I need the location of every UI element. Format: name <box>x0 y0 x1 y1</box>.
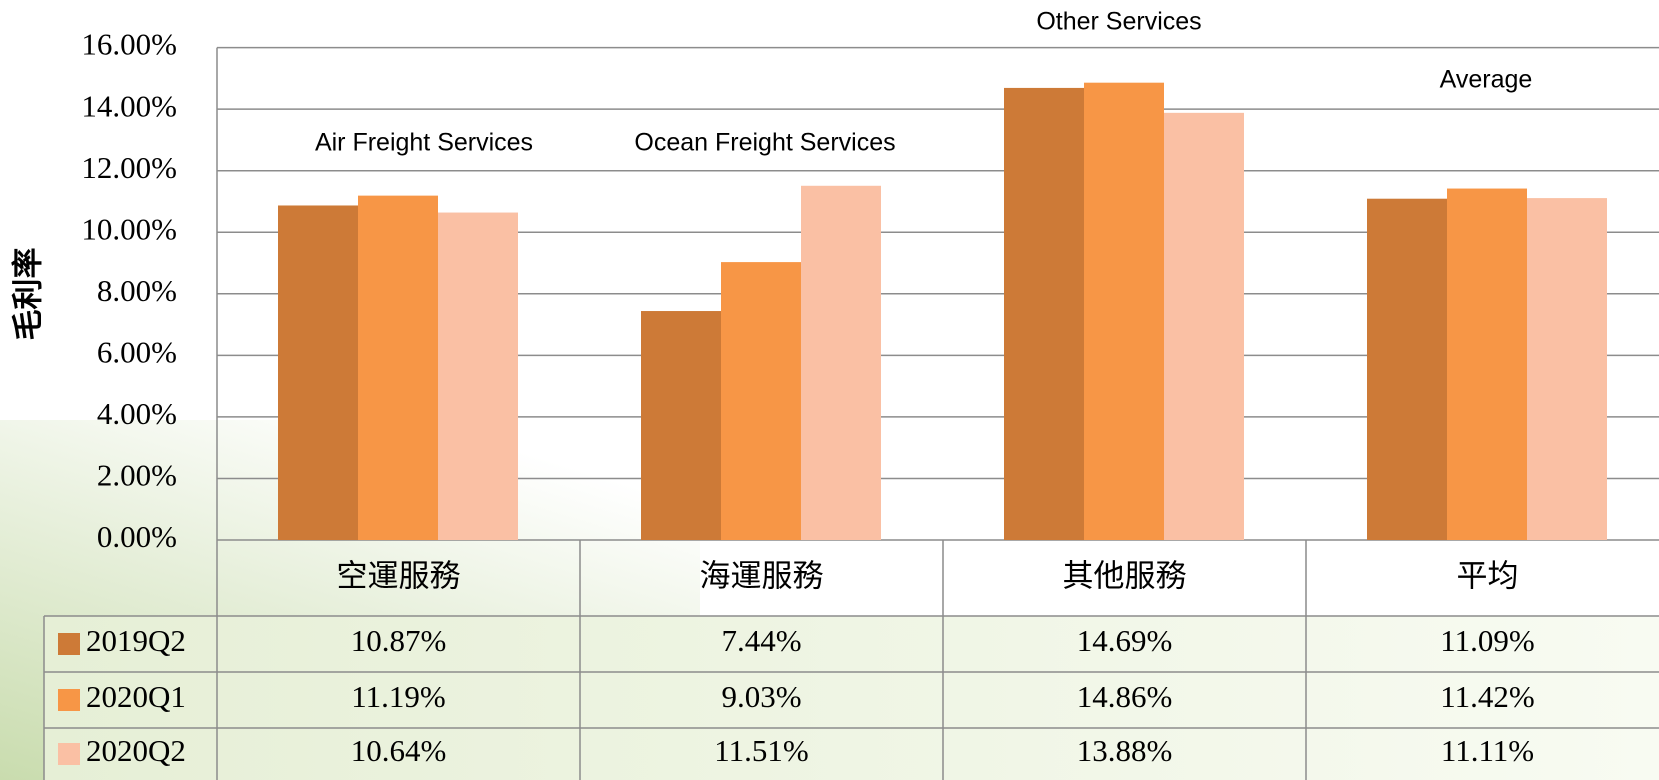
bar <box>1084 82 1164 540</box>
table-value: 7.44% <box>721 623 801 658</box>
bar <box>438 212 518 540</box>
table-row <box>44 672 1659 728</box>
y-tick-label: 14.00% <box>81 88 177 123</box>
legend-swatch <box>58 689 80 711</box>
legend-swatch <box>58 633 80 655</box>
y-tick-label: 2.00% <box>97 458 177 493</box>
table-value: 11.51% <box>714 733 808 768</box>
annotation: Ocean Freight Services <box>634 129 895 157</box>
table-row <box>44 728 1659 780</box>
x-tick-label: 其他服務 <box>1063 559 1187 595</box>
table-value: 10.64% <box>351 733 447 768</box>
legend-swatch <box>58 743 80 765</box>
table-value: 9.03% <box>721 679 801 714</box>
legend-label: 2020Q1 <box>86 679 186 714</box>
table-value: 10.87% <box>351 623 447 658</box>
bar <box>641 311 721 540</box>
bar <box>1367 198 1447 540</box>
bar <box>1004 87 1084 540</box>
bar <box>1527 198 1607 540</box>
table-row <box>44 616 1659 672</box>
bar <box>801 185 881 540</box>
table-value: 11.42% <box>1440 679 1534 714</box>
annotation: Average <box>1440 66 1533 94</box>
table-value: 13.88% <box>1077 733 1173 768</box>
y-tick-label: 8.00% <box>97 273 177 308</box>
annotation: Other Services <box>1036 8 1201 36</box>
bar <box>278 205 358 540</box>
table-value: 14.69% <box>1077 623 1173 658</box>
y-tick-label: 16.00% <box>81 27 177 62</box>
table-value: 11.19% <box>351 679 445 714</box>
y-tick-label: 6.00% <box>97 334 177 369</box>
bar <box>1447 188 1527 540</box>
y-tick-label: 10.00% <box>81 211 177 246</box>
y-tick-label: 0.00% <box>97 519 177 554</box>
x-tick-label: 空運服務 <box>337 559 461 595</box>
table-value: 11.11% <box>1441 733 1534 768</box>
table-value: 11.09% <box>1440 623 1534 658</box>
bar <box>1164 112 1244 540</box>
bar <box>358 195 438 540</box>
y-tick-label: 4.00% <box>97 396 177 431</box>
y-axis-label: 毛利率 <box>11 248 47 341</box>
y-tick-label: 12.00% <box>81 150 177 185</box>
legend-label: 2020Q2 <box>86 733 186 768</box>
bar <box>721 262 801 540</box>
x-tick-label: 海運服務 <box>700 559 824 595</box>
annotation: Air Freight Services <box>315 129 533 157</box>
x-tick-label: 平均 <box>1457 559 1519 595</box>
table-value: 14.86% <box>1077 679 1173 714</box>
legend-label: 2019Q2 <box>86 623 186 658</box>
